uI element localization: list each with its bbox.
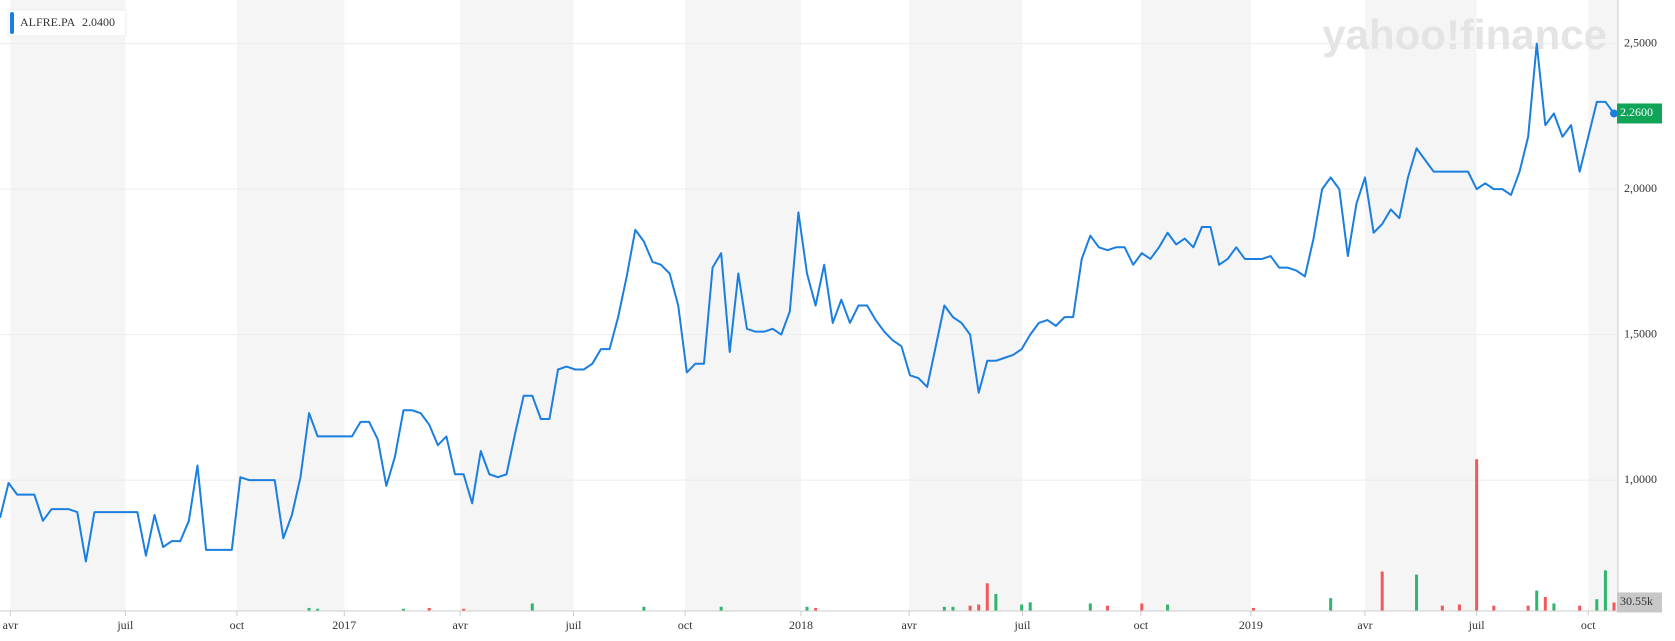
volume-bar [427,607,431,611]
volume-bar [968,605,972,611]
x-tick-label: 2018 [789,618,813,632]
volume-bar [1105,605,1109,611]
logo: yahoo!finance [1322,11,1607,58]
volume-bar [1457,604,1461,611]
x-tick-label: juil [116,618,134,632]
last-point [1610,109,1618,118]
volume-label: 30.55k [1620,594,1653,608]
volume-bar [1166,604,1170,611]
volume-bar [1612,602,1616,611]
y-tick-label: 2,0000 [1624,181,1657,195]
volume-bar [1526,605,1530,611]
volume-bar [942,606,946,611]
volume-bar [1415,574,1419,611]
quarter-band [1365,0,1477,611]
volume-bar [1578,605,1582,611]
x-tick-label: avr [1357,618,1372,632]
volume-bar [1492,605,1496,611]
x-tick-label: avr [452,618,467,632]
legend-swatch [10,12,14,34]
legend-name: ALFRE.PA [20,15,76,29]
volume-bar [719,606,723,611]
quarter-bands [10,0,1618,611]
volume-bar [462,608,466,611]
legend-box [7,9,127,37]
volume-bar [307,607,311,611]
volume-bar [977,604,981,611]
volume-bar [985,583,989,611]
legend-value: 2.0400 [82,15,115,29]
y-tick-label: 2,5000 [1624,35,1657,49]
volume-bar [1603,570,1607,611]
x-tick-label: avr [3,618,18,632]
legend: ALFRE.PA 2.0400 [7,9,127,37]
volume-bar [814,607,818,611]
volume [307,459,1616,611]
x-tick-label: oct [1581,618,1596,632]
volume-bar [316,608,320,611]
x-tick-label: avr [901,618,916,632]
quarter-band [10,0,126,611]
x-tick-label: 2017 [332,618,356,632]
volume-bar [642,606,646,611]
current-badge [1617,103,1662,124]
volume-bar [402,608,405,611]
volume-bar [1535,590,1539,611]
volume-bar [530,603,534,611]
y-tick-label: 1,0000 [1624,472,1657,486]
y-tick-label: 1,5000 [1624,326,1657,340]
volume-bar [951,606,955,611]
volume-bar [1475,459,1479,611]
volume-bar [994,593,998,611]
quarter-band [236,0,345,611]
quarter-band [1588,0,1618,611]
volume-bar [1595,599,1599,611]
volume-bar [1140,603,1144,611]
plot [0,42,1618,563]
volume-bar [1440,605,1444,611]
x-tick-label: oct [1134,618,1149,632]
volume-bar [1251,607,1255,611]
quarter-band [1140,0,1251,611]
volume-bar [1543,597,1547,611]
x-tick-label: 2019 [1239,618,1263,632]
current-label: 2.2600 [1620,105,1653,119]
x-tick-label: oct [678,618,693,632]
price-line [0,42,1615,563]
x-tick-label: juil [1013,618,1031,632]
volume-bar [1329,598,1333,611]
quarter-band [909,0,1023,611]
volume-bar [1552,603,1556,611]
volume-bar [1380,571,1384,611]
volume-badge [1617,592,1662,613]
volume-bar [1088,603,1092,611]
x-tick-label: juil [1468,618,1486,632]
x-tick-label: juil [564,618,582,632]
volume-bar [805,606,809,611]
x-tick-label: oct [230,618,245,632]
volume-bar [1020,604,1024,611]
quarter-band [460,0,574,611]
volume-bar [1028,602,1032,611]
